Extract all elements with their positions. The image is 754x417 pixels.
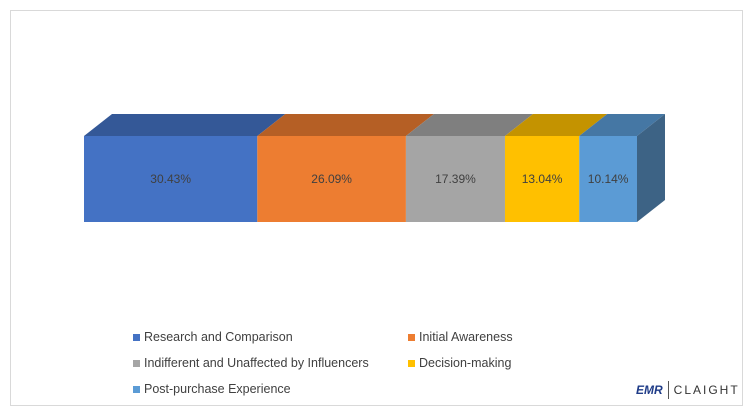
bar-segment-4 — [579, 136, 637, 222]
bar-segment-1 — [257, 136, 406, 222]
logo-claight: CLAIGHT — [673, 383, 740, 397]
bar-segment-0 — [84, 136, 258, 222]
data-label-2: 17.39% — [435, 172, 476, 186]
bar-side — [637, 114, 665, 222]
legend-item: Decision-making — [408, 356, 511, 370]
legend-label: Post-purchase Experience — [144, 382, 291, 396]
legend-swatch — [408, 333, 415, 341]
legend-swatch — [133, 385, 140, 393]
bar-top-2 — [405, 114, 533, 136]
legend-item: Indifferent and Unaffected by Influencer… — [133, 356, 369, 370]
legend-swatch — [133, 333, 140, 341]
bar-segment-3 — [504, 136, 580, 222]
legend-swatch — [133, 359, 140, 367]
data-label-4: 10.14% — [588, 172, 629, 186]
legend-label: Research and Comparison — [144, 330, 293, 344]
legend-item: Research and Comparison — [133, 330, 293, 344]
data-label-3: 13.04% — [522, 172, 563, 186]
emr-claight-logo: EMR CLAIGHT — [636, 381, 740, 399]
legend-item: Post-purchase Experience — [133, 382, 291, 396]
bar-top-0 — [84, 114, 286, 136]
logo-emr: EMR — [636, 383, 663, 397]
legend-item: Initial Awareness — [408, 330, 513, 344]
data-label-1: 26.09% — [311, 172, 352, 186]
bar-segment-2 — [405, 136, 505, 222]
bar-top-4 — [579, 114, 665, 136]
data-label-0: 30.43% — [150, 172, 191, 186]
bar-top-1 — [257, 114, 434, 136]
logo-divider — [667, 381, 669, 399]
chart-frame — [10, 10, 743, 406]
legend-swatch — [408, 359, 415, 367]
bar-top-3 — [504, 114, 608, 136]
legend-label: Decision-making — [419, 356, 512, 370]
legend-label: Indifferent and Unaffected by Influencer… — [144, 356, 369, 370]
legend-label: Initial Awareness — [419, 330, 513, 344]
